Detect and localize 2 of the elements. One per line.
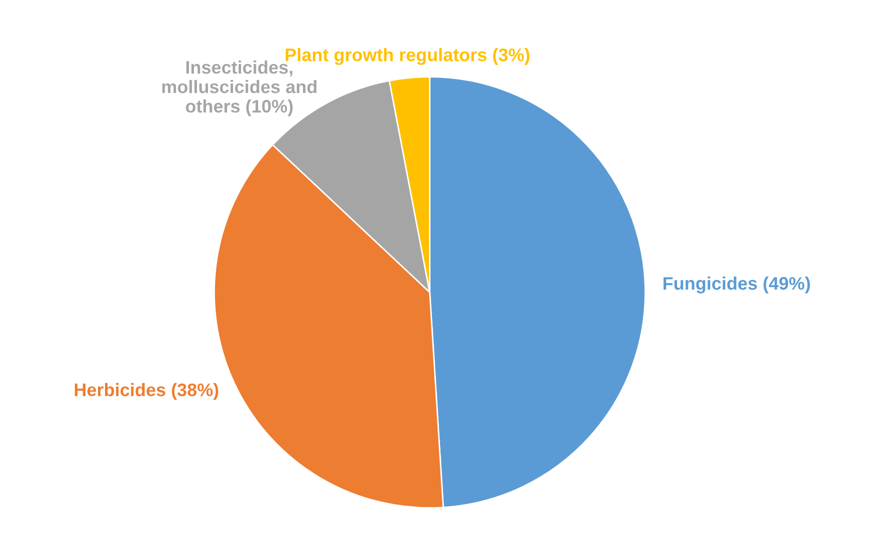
- slice-label: Herbicides (38%): [74, 382, 218, 400]
- slice-label: Fungicides (49%): [664, 276, 810, 294]
